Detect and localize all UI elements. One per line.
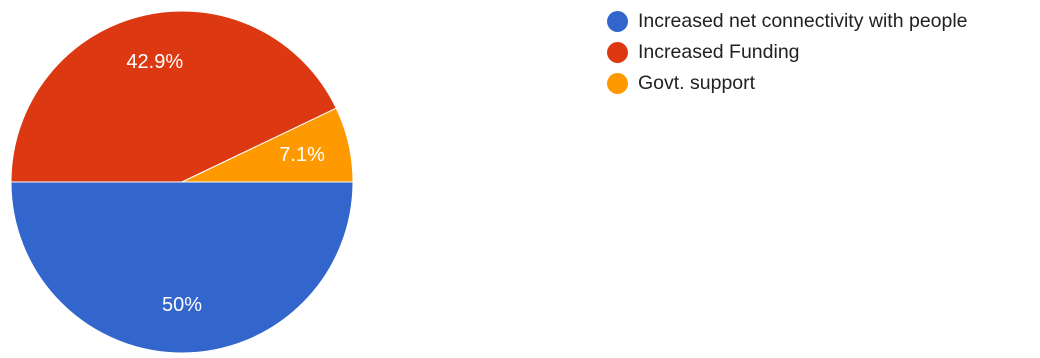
legend-item-govt-support[interactable]: Govt. support (607, 68, 968, 99)
legend-item-increased-funding[interactable]: Increased Funding (607, 37, 968, 68)
pie-slice-value-label: 7.1% (279, 144, 325, 166)
pie-slice-increased-net-connectivity[interactable] (10, 181, 354, 354)
legend-item-increased-net-connectivity[interactable]: Increased net connectivity with people (607, 6, 968, 37)
legend-swatch-circle-icon (607, 42, 628, 63)
pie-slices (10, 10, 354, 354)
chart-legend: Increased net connectivity with people I… (607, 6, 968, 99)
legend-label: Increased net connectivity with people (638, 10, 968, 32)
pie-slice-govt-support[interactable] (181, 107, 354, 183)
pie-slice-increased-funding[interactable] (10, 10, 337, 183)
legend-swatch-circle-icon (607, 73, 628, 94)
legend-label: Govt. support (638, 72, 756, 94)
legend-label: Increased Funding (638, 41, 800, 63)
pie-slice-value-label: 42.9% (126, 51, 183, 73)
legend-swatch-circle-icon (607, 11, 628, 32)
pie-slice-value-label: 50% (162, 294, 202, 316)
pie-slice-labels: 50% 42.9% 7.1% (126, 51, 325, 316)
